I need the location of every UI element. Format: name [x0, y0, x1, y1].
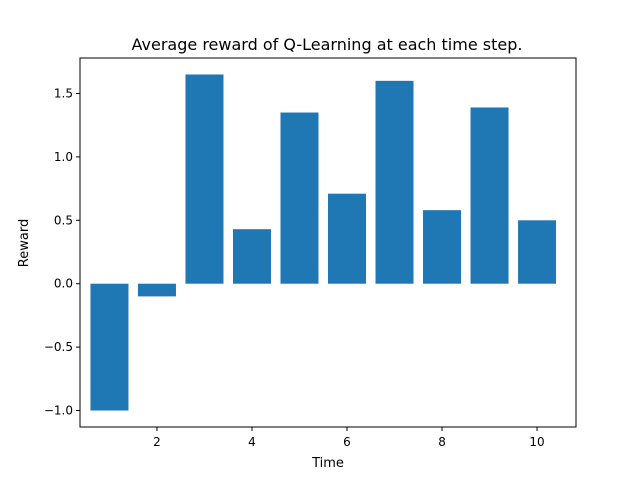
bars-group	[90, 74, 557, 411]
plot-area-frame	[79, 57, 577, 428]
bar-time-2	[137, 283, 176, 297]
bar-time-4	[232, 229, 271, 284]
x-axis-ticks: 2 4 6 8 10	[153, 427, 545, 449]
bar-time-3	[185, 74, 224, 284]
y-axis-ticks: −1.0 −0.5 0.0 0.5 1.0 1.5	[44, 87, 80, 418]
x-tick-label: 4	[248, 435, 256, 449]
bar-time-9	[470, 107, 509, 284]
y-tick-label: 1.5	[54, 87, 73, 101]
bar-time-10	[518, 220, 557, 284]
y-tick-label: 0.0	[54, 277, 73, 291]
y-tick-label: 1.0	[54, 150, 73, 164]
x-tick-label: 8	[438, 435, 446, 449]
chart-title: Average reward of Q-Learning at each tim…	[132, 35, 523, 54]
bar-time-1	[90, 283, 129, 411]
y-tick-label: 0.5	[54, 213, 73, 227]
y-tick-label: −0.5	[44, 340, 73, 354]
x-tick-label: 2	[153, 435, 161, 449]
bar-time-8	[423, 210, 462, 284]
bar-time-7	[375, 80, 414, 284]
x-tick-label: 10	[529, 435, 544, 449]
x-axis-label: Time	[311, 456, 344, 471]
y-axis-label: Reward	[17, 219, 32, 267]
x-tick-label: 6	[343, 435, 351, 449]
y-tick-label: −1.0	[44, 404, 73, 418]
bar-time-5	[280, 112, 319, 284]
bar-time-6	[328, 193, 367, 284]
